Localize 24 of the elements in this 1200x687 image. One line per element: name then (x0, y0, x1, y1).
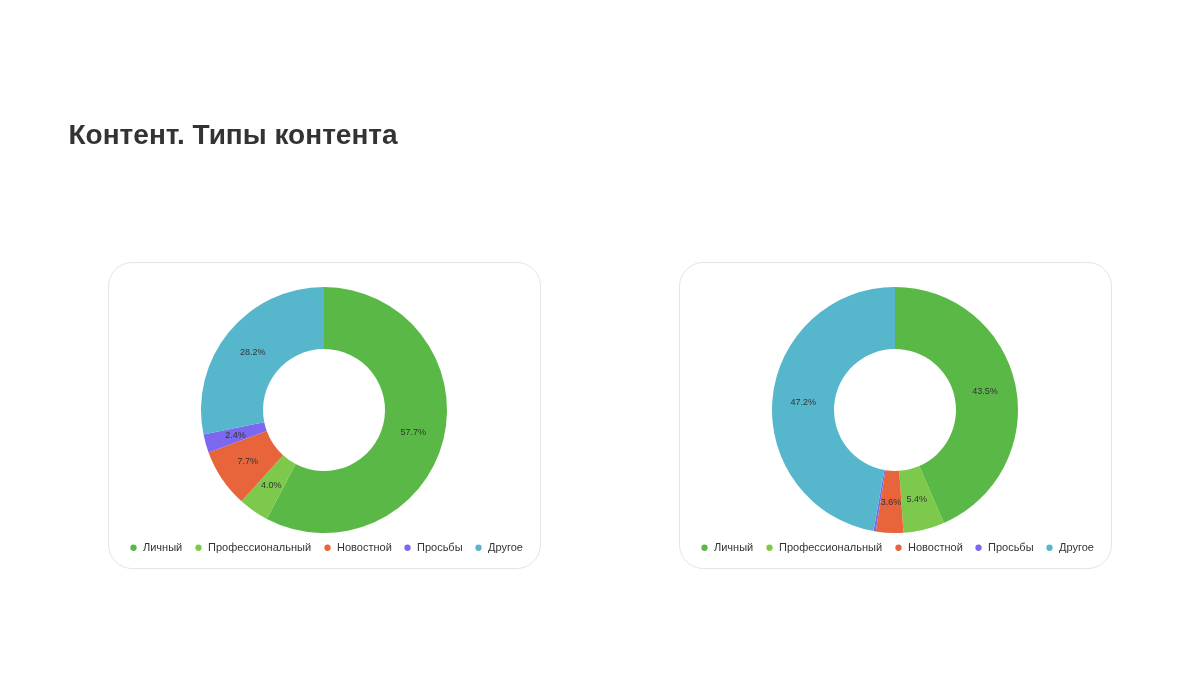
donut-slice (203, 422, 267, 453)
data-label: 57.7% (400, 427, 427, 438)
data-label: 5.4% (906, 494, 928, 505)
data-label: 28.2% (239, 346, 266, 357)
legend-label: Другое (488, 540, 523, 553)
chart-title: Контент. Типы контента (68, 118, 399, 150)
legend-label: Профессиональный (779, 540, 883, 553)
legend-label: Новостной (908, 540, 963, 553)
data-label: 43.5% (972, 386, 998, 397)
data-label: 7.7% (237, 456, 258, 467)
legend-label: Просьбы (417, 540, 463, 553)
data-label: 2.4% (225, 430, 246, 441)
legend-label: Просьбы (988, 540, 1034, 553)
legend-label: Другое (1059, 540, 1094, 553)
donut-slice (208, 431, 284, 502)
donut-slice (899, 465, 944, 533)
legend-label: Личный (714, 540, 754, 553)
legend-label: Новостной (337, 540, 392, 553)
data-label: 47.2% (790, 396, 817, 407)
donut-slice (875, 470, 904, 533)
legend-label: Личный (143, 540, 183, 553)
data-label: 3.6% (880, 496, 902, 507)
legend-label: Профессиональный (208, 540, 312, 553)
data-label: 4.0% (261, 480, 282, 491)
